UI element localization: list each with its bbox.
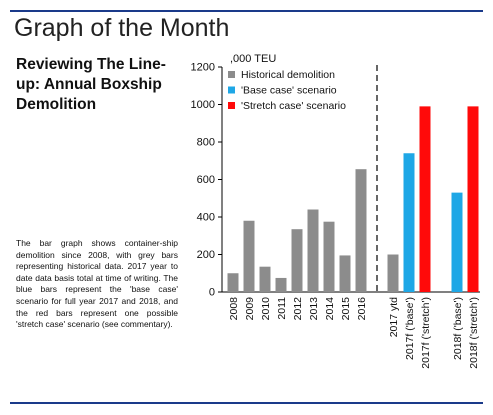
bar xyxy=(355,169,367,292)
legend-label: Historical demolition xyxy=(241,69,335,81)
bar xyxy=(227,273,239,292)
bar xyxy=(387,254,399,292)
page-title: Graph of the Month xyxy=(14,14,230,42)
article-description: The bar graph shows container-ship demol… xyxy=(16,238,178,330)
x-tick-label: 2017f ('stretch') xyxy=(420,297,432,369)
x-tick-label: 2017 ytd xyxy=(388,297,400,337)
x-tick-label: 2010 xyxy=(260,297,272,321)
bar xyxy=(243,220,255,292)
bar xyxy=(275,277,287,292)
x-tick-label: 2017f ('base') xyxy=(404,297,416,360)
legend-swatch xyxy=(228,102,235,109)
bar xyxy=(339,255,351,292)
x-tick-label: 2018f ('stretch') xyxy=(468,297,480,369)
y-tick-label: 800 xyxy=(197,137,215,149)
bar xyxy=(307,209,319,292)
x-tick-label: 2013 xyxy=(308,297,320,321)
bar xyxy=(323,221,335,292)
bar xyxy=(403,153,415,292)
y-tick-label: 600 xyxy=(197,174,215,186)
article-subtitle: Reviewing The Line-up: Annual Boxship De… xyxy=(16,56,166,113)
y-axis-label: ,000 TEU xyxy=(230,53,276,65)
y-tick-label: 0 xyxy=(209,287,215,299)
y-tick-label: 1200 xyxy=(191,62,215,74)
legend-label: 'Base case' scenario xyxy=(241,85,337,97)
x-tick-label: 2012 xyxy=(292,297,304,321)
x-tick-label: 2016 xyxy=(356,297,368,321)
legend-swatch xyxy=(228,71,235,78)
legend-label: 'Stretch case' scenario xyxy=(241,100,346,112)
top-rule xyxy=(10,10,483,12)
bar xyxy=(259,266,271,292)
y-tick-label: 400 xyxy=(197,212,215,224)
x-tick-label: 2011 xyxy=(276,297,288,320)
bar xyxy=(291,229,303,292)
bar xyxy=(451,192,463,292)
bar xyxy=(419,106,431,292)
x-tick-label: 2018f ('base') xyxy=(452,297,464,360)
y-tick-label: 1000 xyxy=(191,99,215,111)
x-tick-label: 2014 xyxy=(324,297,336,321)
bottom-rule xyxy=(10,402,483,404)
y-tick-label: 200 xyxy=(197,249,215,261)
x-tick-label: 2009 xyxy=(244,297,256,321)
legend-swatch xyxy=(228,86,235,94)
x-tick-label: 2015 xyxy=(340,297,352,321)
bar xyxy=(467,106,479,292)
x-tick-label: 2008 xyxy=(228,297,240,321)
